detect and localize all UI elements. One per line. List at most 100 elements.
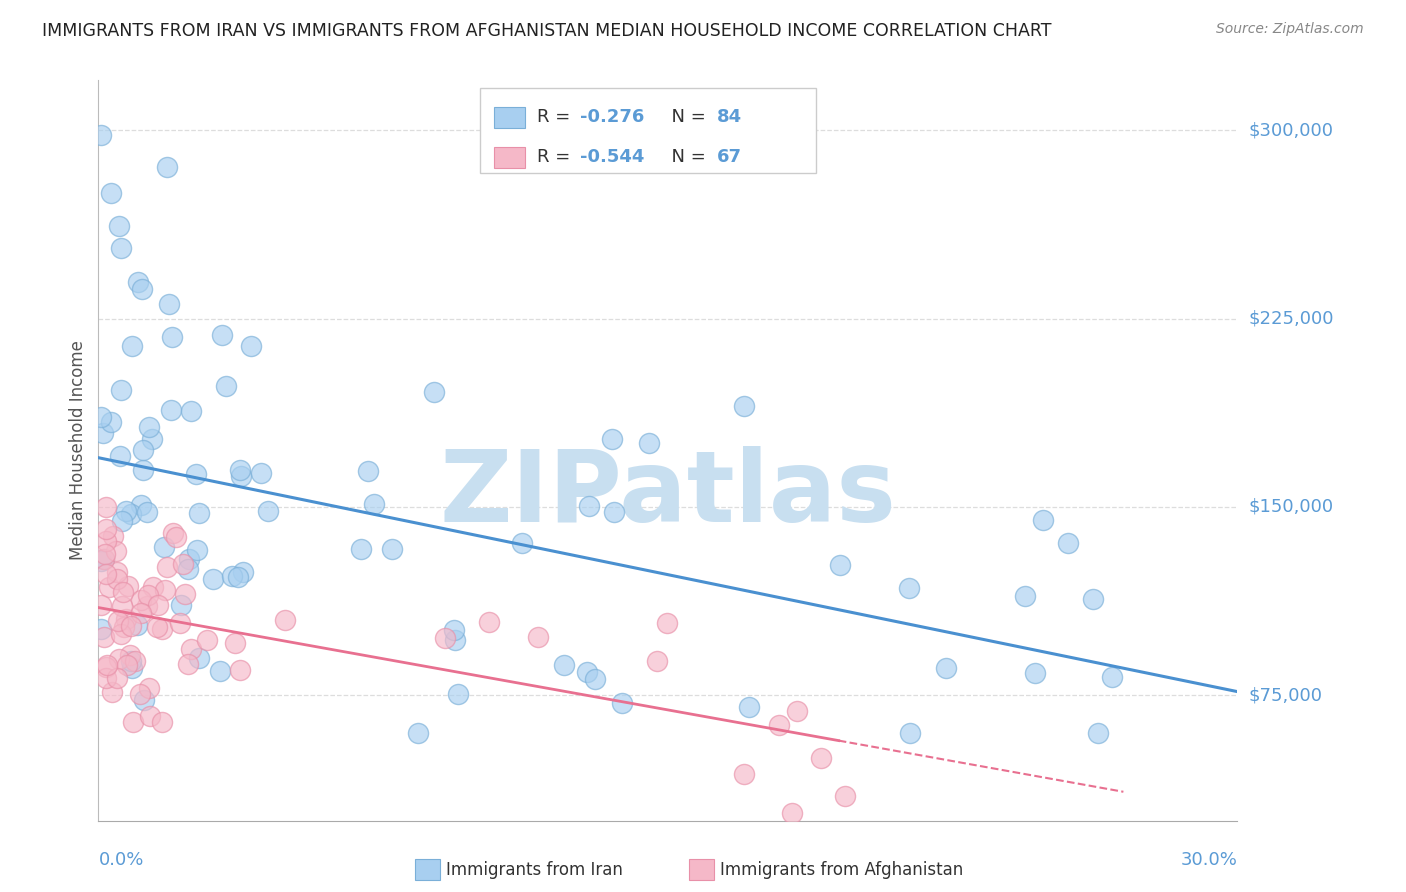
Point	[173, 587, 195, 601]
Point	[110, 514, 132, 528]
Point	[142, 580, 165, 594]
Point	[600, 432, 623, 446]
Point	[94, 659, 117, 673]
Point	[120, 507, 142, 521]
Point	[180, 404, 202, 418]
Point	[786, 704, 808, 718]
Point	[90, 409, 112, 424]
Text: $150,000: $150,000	[1249, 498, 1333, 516]
Point	[131, 282, 153, 296]
Point	[229, 663, 252, 677]
Y-axis label: Median Household Income: Median Household Income	[69, 341, 87, 560]
Point	[129, 593, 152, 607]
Point	[195, 633, 218, 648]
Point	[527, 630, 550, 644]
Point	[107, 652, 129, 666]
Point	[105, 544, 128, 558]
Point	[935, 660, 957, 674]
Point	[603, 505, 626, 519]
Point	[110, 627, 132, 641]
Point	[120, 619, 142, 633]
Point	[768, 718, 790, 732]
Point	[110, 449, 132, 463]
Text: 84: 84	[717, 109, 742, 127]
Point	[828, 558, 851, 572]
Point	[112, 620, 135, 634]
Point	[96, 658, 118, 673]
Text: Immigrants from Iran: Immigrants from Iran	[446, 861, 623, 879]
Point	[128, 687, 150, 701]
Point	[136, 504, 159, 518]
Point	[202, 572, 225, 586]
Text: $75,000: $75,000	[1249, 686, 1323, 704]
Point	[177, 657, 200, 671]
Point	[110, 599, 132, 613]
Text: R =: R =	[537, 109, 576, 127]
Point	[93, 551, 115, 566]
Point	[96, 533, 118, 548]
Point	[780, 806, 803, 821]
Point	[898, 581, 921, 595]
Point	[121, 660, 143, 674]
Point	[121, 339, 143, 353]
Point	[90, 598, 112, 612]
Point	[94, 500, 117, 515]
Point	[155, 583, 177, 598]
Point	[97, 580, 120, 594]
Point	[139, 708, 162, 723]
Point	[447, 687, 470, 701]
Text: Immigrants from Afghanistan: Immigrants from Afghanistan	[720, 861, 963, 879]
Point	[150, 715, 173, 730]
Point	[90, 553, 112, 567]
Point	[249, 466, 271, 480]
Point	[169, 598, 191, 612]
Point	[179, 551, 201, 566]
Point	[576, 665, 599, 679]
Point	[94, 522, 117, 536]
Point	[93, 552, 115, 566]
Point	[122, 715, 145, 730]
Point	[131, 463, 153, 477]
Point	[108, 219, 131, 233]
Point	[578, 500, 600, 514]
Point	[145, 620, 167, 634]
Point	[553, 657, 575, 672]
FancyBboxPatch shape	[479, 87, 815, 173]
Text: 67: 67	[717, 148, 742, 167]
Point	[131, 606, 153, 620]
Point	[105, 565, 128, 579]
Point	[1057, 535, 1080, 549]
Point	[444, 632, 467, 647]
Point	[443, 623, 465, 637]
Point	[94, 548, 117, 562]
Point	[180, 642, 202, 657]
Point	[610, 697, 633, 711]
Point	[148, 598, 170, 612]
Point	[117, 579, 139, 593]
Point	[349, 542, 371, 557]
Point	[162, 526, 184, 541]
Point	[107, 614, 129, 628]
Point	[898, 726, 921, 740]
Point	[90, 623, 112, 637]
Point	[1081, 591, 1104, 606]
Text: IMMIGRANTS FROM IRAN VS IMMIGRANTS FROM AFGHANISTAN MEDIAN HOUSEHOLD INCOME CORR: IMMIGRANTS FROM IRAN VS IMMIGRANTS FROM …	[42, 22, 1052, 40]
Point	[111, 584, 134, 599]
Point	[138, 420, 160, 434]
Point	[100, 186, 122, 201]
Point	[127, 275, 149, 289]
Point	[733, 767, 755, 781]
Point	[101, 684, 124, 698]
Point	[169, 615, 191, 630]
Point	[232, 566, 254, 580]
Point	[215, 378, 238, 392]
Text: N =: N =	[659, 148, 711, 167]
Text: $300,000: $300,000	[1249, 121, 1333, 139]
Point	[638, 435, 661, 450]
Point	[1101, 670, 1123, 684]
Point	[257, 503, 280, 517]
Point	[224, 636, 246, 650]
Point	[141, 433, 163, 447]
Point	[274, 613, 297, 627]
Point	[810, 750, 832, 764]
